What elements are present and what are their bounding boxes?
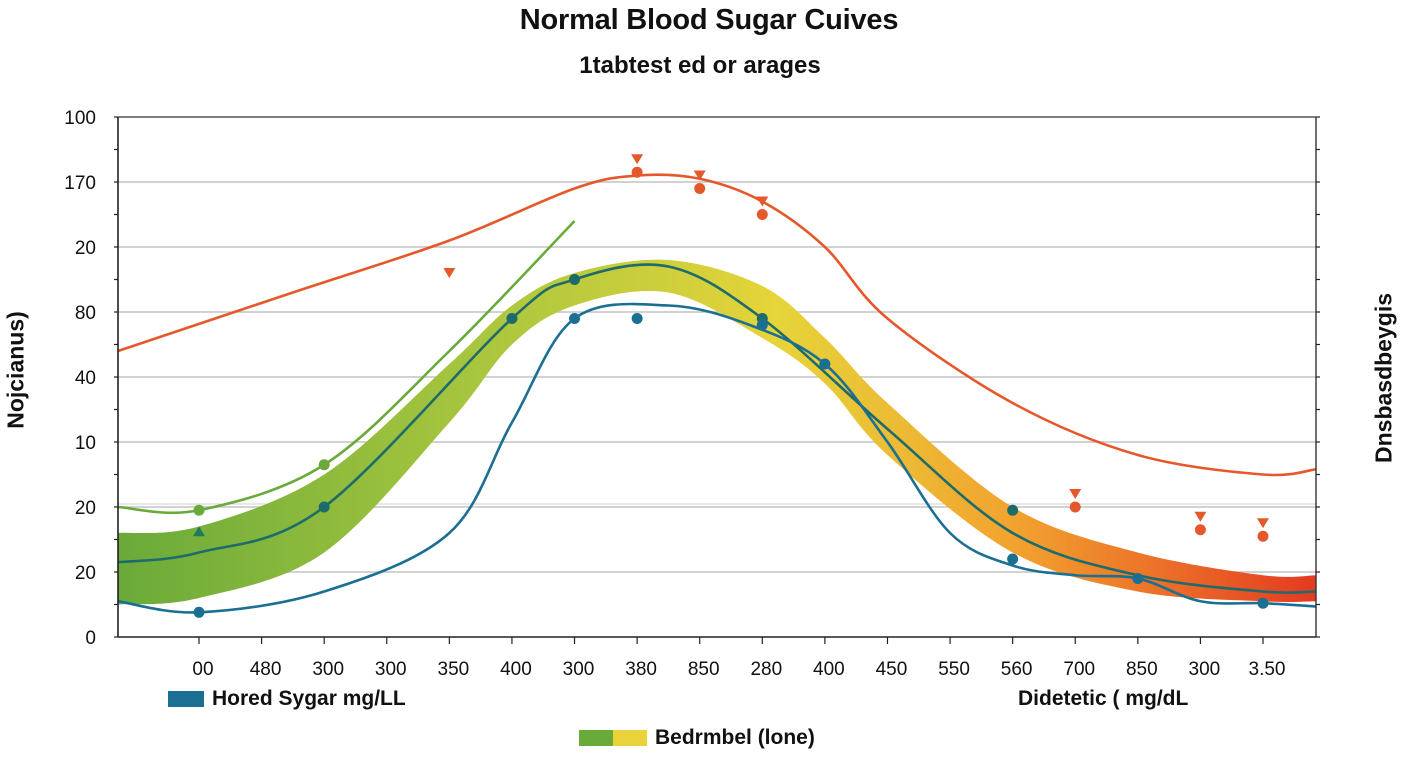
series-line (117, 220, 576, 515)
x-tick-label: 450 (876, 659, 908, 680)
chart-subtitle: 1tabtest ed or arages (579, 52, 821, 79)
x-tick-label: 400 (500, 659, 532, 680)
y-tick-label: 100 (64, 108, 96, 129)
data-point (631, 166, 643, 178)
axes (114, 116, 1320, 644)
data-point (694, 183, 706, 194)
data-point (569, 313, 581, 324)
x-tick-label: 400 (813, 659, 845, 680)
x-tick-label: 380 (625, 659, 657, 680)
data-point (318, 459, 330, 471)
data-point (1069, 501, 1081, 513)
x-tick-label: 850 (688, 659, 720, 680)
x-tick-label: 350 (438, 659, 470, 680)
tick-labels: 0 20 20 10 40 80 20 170 100 00 480 300 300 350 400 300 3… (64, 108, 1285, 680)
data-point (193, 504, 205, 516)
data-point (631, 313, 643, 324)
legend-swatch-blue (168, 691, 204, 707)
y-tick-label: 20 (75, 498, 96, 519)
data-point (193, 606, 205, 618)
legend-item-band[interactable]: Bedrmbel (lone) (579, 726, 815, 750)
triangle-marker (693, 170, 706, 181)
chart-title: Normal Blood Sugar Cuives (519, 4, 899, 36)
data-point (1007, 504, 1019, 516)
x-tick-label: 300 (563, 659, 595, 680)
triangle-marker (1257, 518, 1269, 529)
series-layer (117, 154, 1317, 618)
data-point (1132, 573, 1144, 584)
triangle-marker (443, 268, 456, 278)
legend-label: Bedrmbel (lone) (655, 726, 815, 749)
y-tick-label: 0 (85, 628, 96, 649)
data-point (1257, 530, 1269, 542)
data-point (756, 319, 768, 331)
x-tick-label: 480 (250, 659, 282, 680)
band-area (118, 259, 1317, 605)
y-tick-label: 170 (64, 173, 96, 194)
data-point (318, 501, 330, 513)
legend-label: Hored Sygar mg/LL (212, 687, 406, 710)
x-tick-label: 300 (375, 659, 407, 680)
triangle-marker (1069, 489, 1082, 499)
legend-label: Didetetic ( mg/dL (1018, 687, 1189, 710)
triangle-marker (1194, 511, 1207, 522)
data-point (506, 313, 518, 324)
x-tick-label: 3.50 (1249, 659, 1286, 680)
series-line (117, 173, 1317, 477)
data-point (756, 209, 768, 220)
data-point (1007, 553, 1019, 565)
x-tick-label: 560 (1001, 659, 1033, 680)
y-tick-label: 80 (75, 303, 96, 324)
triangle-marker (193, 526, 205, 537)
x-tick-label: 280 (750, 659, 782, 680)
band-layer (118, 259, 1317, 605)
x-tick-label: 700 (1063, 659, 1095, 680)
legend-item-hored-sugar[interactable]: Hored Sygar mg/LL (168, 687, 406, 711)
x-tick-label: 850 (1126, 659, 1158, 680)
data-point (1257, 597, 1269, 609)
legend-swatch-green-yellow (579, 730, 647, 746)
data-point (819, 358, 831, 370)
x-tick-label: 00 (192, 659, 213, 680)
y-tick-label: 40 (75, 368, 96, 389)
x-tick-label: 300 (1189, 659, 1221, 680)
y-tick-label: 20 (75, 563, 96, 584)
y-tick-label: 10 (75, 433, 96, 454)
legend-item-didetetic[interactable]: Didetetic ( mg/dL (1018, 687, 1188, 711)
x-tick-label: 300 (312, 659, 344, 680)
triangle-marker (631, 154, 644, 165)
data-point (1194, 524, 1206, 536)
x-tick-label: 550 (938, 659, 970, 680)
data-point (569, 274, 581, 285)
triangle-marker (756, 196, 769, 207)
y-tick-label: 20 (75, 238, 96, 259)
